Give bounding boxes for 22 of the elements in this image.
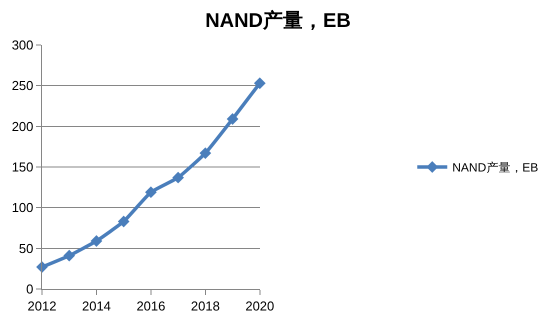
y-tick-label: 150 (12, 160, 34, 175)
x-tick-label: 2014 (82, 298, 111, 314)
point (63, 250, 76, 262)
point (118, 216, 130, 228)
y-tick-label: 0 (26, 282, 34, 297)
y-tick-label: 250 (12, 78, 34, 94)
y-tick-label: 300 (12, 38, 34, 53)
point (90, 235, 102, 247)
point (172, 172, 184, 184)
x-tick-label: 2016 (136, 298, 166, 314)
y-tick-label: 100 (12, 200, 34, 216)
point (226, 113, 238, 125)
x-tick-label: 2020 (245, 298, 274, 314)
legend-label: NAND产量，EB (452, 160, 538, 175)
x-tick-label: 2012 (28, 298, 56, 314)
y-tick-label: 50 (18, 240, 34, 256)
chart-title: NAND产量，EB (205, 9, 351, 32)
point (145, 186, 157, 198)
y-tick-label: 200 (12, 118, 34, 134)
point (200, 147, 212, 160)
x-tick-label: 2018 (190, 298, 220, 314)
point (254, 77, 266, 90)
